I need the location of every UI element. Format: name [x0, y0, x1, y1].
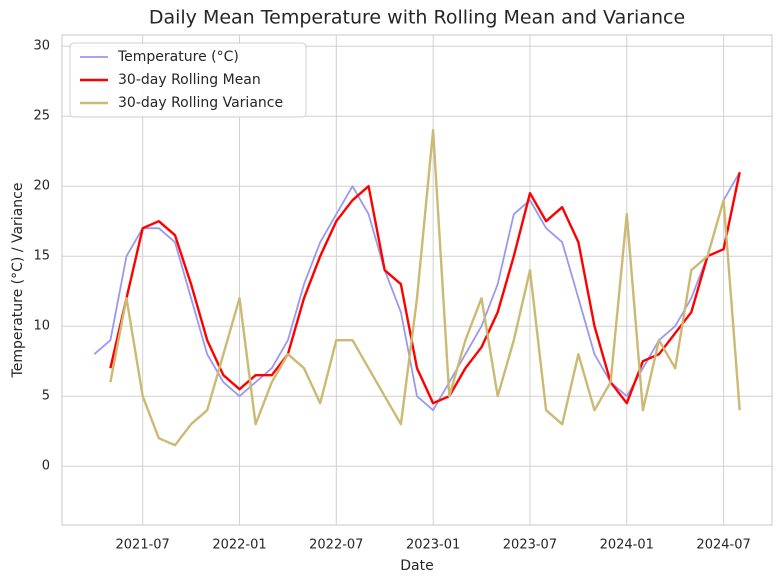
x-tick-label: 2024-01: [600, 538, 654, 553]
x-axis-label: Date: [400, 558, 433, 574]
series-line: [109, 129, 741, 447]
chart-title: Daily Mean Temperature with Rolling Mean…: [149, 7, 685, 29]
legend-box: [69, 42, 307, 118]
x-tick-label: 2023-01: [406, 538, 460, 553]
legend-label: 30-day Rolling Variance: [118, 95, 283, 111]
x-tick-label: 2024-07: [696, 538, 750, 553]
x-tick-label: 2022-07: [309, 538, 363, 553]
series-line: [109, 171, 741, 405]
legend-label: Temperature (°C): [117, 49, 239, 65]
y-tick-label: 20: [33, 179, 50, 194]
legend-label: 30-day Rolling Mean: [118, 72, 261, 88]
legend: Temperature (°C) 30-day Rolling Mean 30-da…: [69, 42, 307, 118]
y-tick-label: 10: [33, 319, 50, 334]
x-tick-label: 2021-07: [116, 538, 170, 553]
plot-frame: [61, 34, 773, 526]
y-axis-label: Temperature (°C) / Variance: [10, 183, 26, 379]
y-tick-label: 15: [33, 249, 50, 264]
y-tick-label: 5: [42, 389, 50, 404]
x-tick-label: 2022-01: [212, 538, 266, 553]
y-tick-label: 0: [42, 459, 50, 474]
y-tick-label: 25: [33, 109, 50, 124]
y-tick-label: 30: [33, 39, 50, 54]
x-tick-label: 2023-07: [503, 538, 557, 553]
